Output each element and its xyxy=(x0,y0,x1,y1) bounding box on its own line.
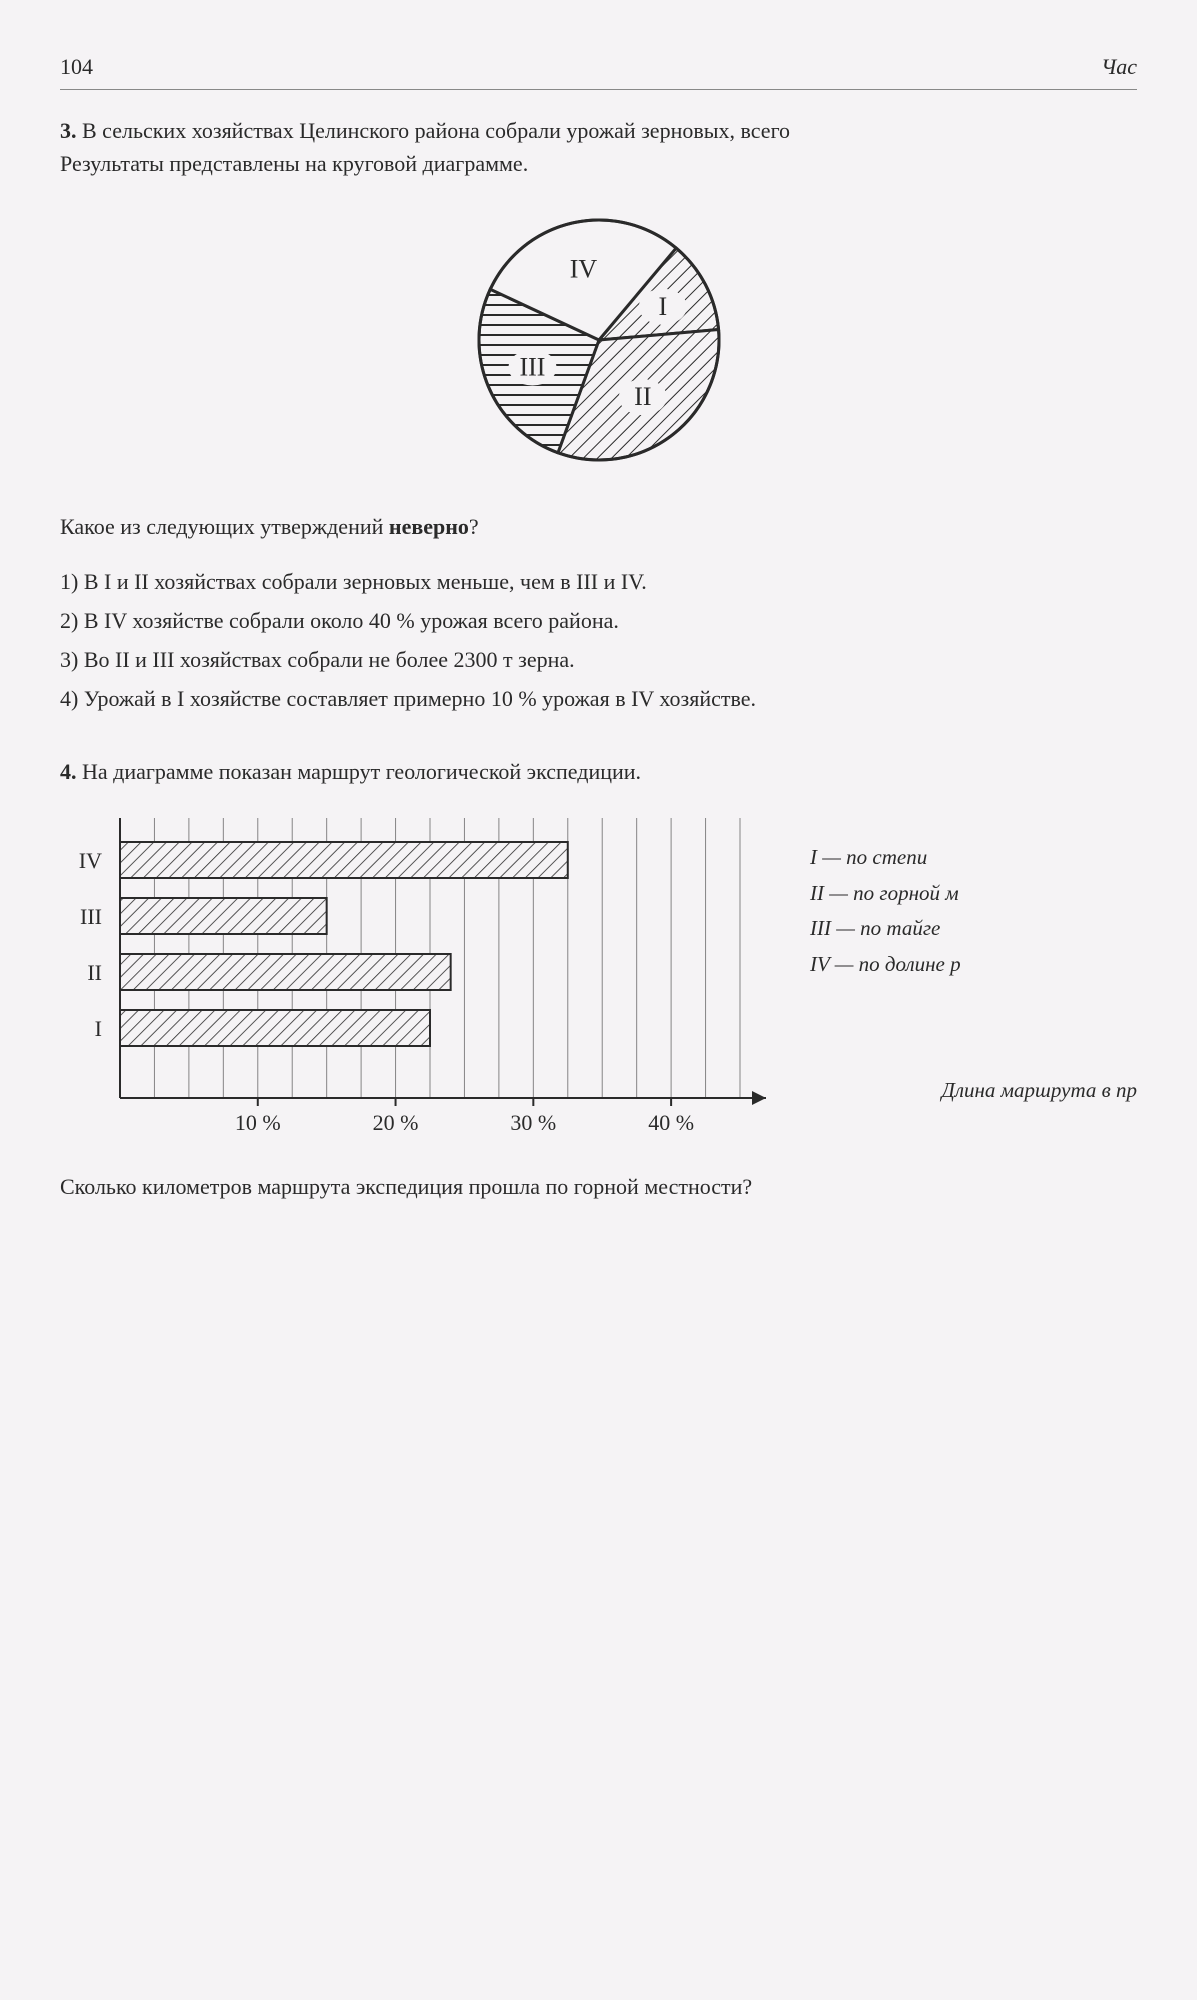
legend-item: III — по тайге xyxy=(810,913,961,945)
bar-chart: IVIIIIII10 %20 %30 %40 % xyxy=(60,808,780,1148)
problem-4-number: 4. xyxy=(60,759,77,784)
svg-text:III: III xyxy=(80,904,102,929)
legend-item: I — по степи xyxy=(810,842,961,874)
svg-text:II: II xyxy=(634,382,651,411)
svg-text:I: I xyxy=(95,1016,102,1041)
svg-text:30 %: 30 % xyxy=(510,1110,556,1135)
svg-text:III: III xyxy=(519,353,545,382)
problem-3: 3. В сельских хозяйствах Целинского райо… xyxy=(60,114,1137,715)
problem-3-question: Какое из следующих утверждений неверно? xyxy=(60,510,1137,543)
bar-chart-wrap: IVIIIIII10 %20 %30 %40 % I — по степиII … xyxy=(60,808,1137,1148)
problem-4-question: Сколько километров маршрута экспедиция п… xyxy=(60,1170,1137,1203)
page-header: 104 Час xyxy=(60,50,1137,90)
legend-item: II — по горной м xyxy=(810,878,961,910)
problem-4: 4. На диаграмме показан маршрут геологич… xyxy=(60,755,1137,1203)
problem-3-line1: В сельских хозяйствах Целинского района … xyxy=(82,118,790,143)
problem-4-intro: 4. На диаграмме показан маршрут геологич… xyxy=(60,755,1137,788)
q3-bold: неверно xyxy=(389,514,469,539)
svg-text:II: II xyxy=(87,960,102,985)
answer-option: 1) В I и II хозяйствах собрали зерновых … xyxy=(60,565,1137,598)
svg-text:10 %: 10 % xyxy=(235,1110,281,1135)
problem-3-text: 3. В сельских хозяйствах Целинского райо… xyxy=(60,114,1137,180)
legend-item: IV — по долине р xyxy=(810,949,961,981)
svg-text:20 %: 20 % xyxy=(373,1110,419,1135)
q3-end: ? xyxy=(469,514,479,539)
answer-option: 3) Во II и III хозяйствах собрали не бол… xyxy=(60,643,1137,676)
bar-legend: I — по степи II — по горной мIII — по тай… xyxy=(780,808,961,984)
pie-chart: IIIIIIIV xyxy=(459,200,739,480)
svg-text:I: I xyxy=(658,292,667,321)
svg-text:IV: IV xyxy=(79,848,102,873)
problem-3-line2: Результаты представлены на круговой диаг… xyxy=(60,151,528,176)
problem-3-answers: 1) В I и II хозяйствах собрали зерновых … xyxy=(60,565,1137,715)
problem-3-number: 3. xyxy=(60,118,77,143)
q3-lead: Какое из следующих утверждений xyxy=(60,514,383,539)
answer-option: 4) Урожай в I хозяйстве составляет приме… xyxy=(60,682,1137,715)
svg-text:40 %: 40 % xyxy=(648,1110,694,1135)
svg-text:IV: IV xyxy=(569,255,597,284)
section-label: Час xyxy=(1101,50,1137,83)
problem-4-text: На диаграмме показан маршрут геологическ… xyxy=(82,759,641,784)
answer-option: 2) В IV хозяйстве собрали около 40 % уро… xyxy=(60,604,1137,637)
axis-caption: Длина маршрута в пр xyxy=(941,1075,1137,1107)
pie-chart-container: IIIIIIIV xyxy=(60,200,1137,480)
page-number: 104 xyxy=(60,50,93,83)
